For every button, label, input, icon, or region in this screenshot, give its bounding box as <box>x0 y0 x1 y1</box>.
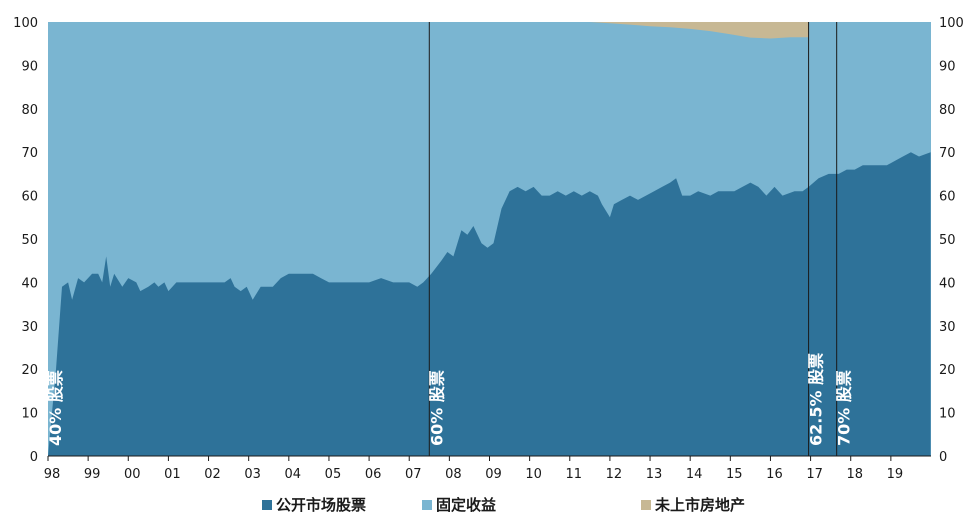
x-tick-label-07: 07 <box>405 467 422 482</box>
y-tick-left-20: 20 <box>21 363 38 378</box>
y-tick-right-80: 80 <box>939 103 956 118</box>
y-tick-left-50: 50 <box>21 233 38 248</box>
y-tick-right-60: 60 <box>939 190 956 205</box>
x-tick-label-10: 10 <box>525 467 542 482</box>
unlisted-real-estate-area <box>589 22 809 39</box>
y-tick-left-10: 10 <box>21 407 38 422</box>
allocation-change-lines <box>428 22 838 456</box>
legend-label-public-equity: 公开市场股票 <box>276 496 367 514</box>
x-tick-label-98: 98 <box>44 467 61 482</box>
legend: 公开市场股票 固定收益 未上市房地产 <box>0 494 963 516</box>
x-tick-label-99: 99 <box>84 467 101 482</box>
x-tick-label-04: 04 <box>285 467 302 482</box>
x-tick-label-11: 11 <box>565 467 582 482</box>
y-tick-left-90: 90 <box>21 59 38 74</box>
y-tick-right-100: 100 <box>939 16 963 31</box>
y-tick-right-70: 70 <box>939 146 956 161</box>
allocation-annotation-1: 60% 股票 <box>427 370 446 446</box>
allocation-annotation-3: 70% 股票 <box>835 370 854 446</box>
y-tick-left-100: 100 <box>13 16 38 31</box>
legend-item-public-equity: 公开市场股票 <box>262 494 366 515</box>
x-tick-label-15: 15 <box>726 467 743 482</box>
x-tick-label-06: 06 <box>365 467 382 482</box>
y-tick-left-30: 30 <box>21 320 38 335</box>
y-tick-right-40: 40 <box>939 276 956 291</box>
x-tick-label-16: 16 <box>766 467 783 482</box>
y-tick-right-30: 30 <box>939 320 956 335</box>
x-tick-label-02: 02 <box>204 467 221 482</box>
legend-label-fixed-income: 固定收益 <box>436 496 497 514</box>
y-axis-left-ticks: 0 10 20 30 40 50 60 70 80 90 100 <box>13 16 38 465</box>
x-tick-label-05: 05 <box>325 467 342 482</box>
x-tick-label-08: 08 <box>445 467 462 482</box>
public-equity-area <box>48 152 931 456</box>
legend-item-unlisted-real-estate: 未上市房地产 <box>641 494 745 515</box>
legend-label-unlisted-real-estate: 未上市房地产 <box>655 496 746 514</box>
legend-swatch-fixed-income <box>422 499 432 510</box>
x-tick-label-18: 18 <box>846 467 863 482</box>
x-tick-label-12: 12 <box>606 467 623 482</box>
x-axis-ticks: 98 99 00 01 02 03 04 05 06 07 08 09 10 11 12 13 14 15 16 17… <box>44 456 903 482</box>
x-tick-label-00: 00 <box>124 467 141 482</box>
y-tick-left-40: 40 <box>21 276 38 291</box>
y-tick-left-0: 0 <box>30 450 38 465</box>
x-tick-label-14: 14 <box>686 467 703 482</box>
y-tick-right-0: 0 <box>939 450 947 465</box>
allocation-annotation-2: 62.5% 股票 <box>807 353 826 446</box>
x-tick-label-09: 09 <box>485 467 502 482</box>
allocation-annotations: 40% 股票 60% 股票 62.5% 股票 70% 股票 <box>46 353 854 446</box>
legend-item-fixed-income: 固定收益 <box>422 494 496 515</box>
y-axis-right-ticks: 0 10 20 30 40 50 60 70 80 90 100 <box>939 16 963 465</box>
y-tick-left-70: 70 <box>21 146 38 161</box>
x-tick-label-17: 17 <box>806 467 823 482</box>
y-tick-right-10: 10 <box>939 407 956 422</box>
legend-swatch-public-equity <box>262 499 272 510</box>
allocation-annotation-0: 40% 股票 <box>46 370 65 446</box>
y-tick-right-20: 20 <box>939 363 956 378</box>
x-tick-label-03: 03 <box>244 467 261 482</box>
y-tick-left-60: 60 <box>21 190 38 205</box>
y-tick-right-50: 50 <box>939 233 956 248</box>
x-tick-label-13: 13 <box>646 467 663 482</box>
y-tick-left-80: 80 <box>21 103 38 118</box>
x-tick-label-01: 01 <box>164 467 181 482</box>
legend-swatch-unlisted-real-estate <box>641 499 651 510</box>
y-tick-right-90: 90 <box>939 59 956 74</box>
x-tick-label-19: 19 <box>887 467 904 482</box>
